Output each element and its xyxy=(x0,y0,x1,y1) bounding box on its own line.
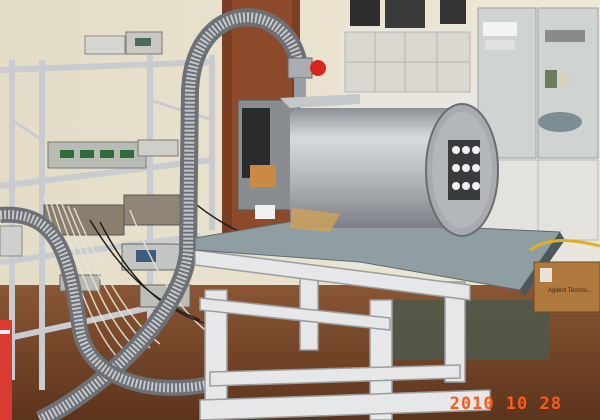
cardboard-box xyxy=(529,239,600,313)
valve xyxy=(287,57,326,100)
red-canister xyxy=(0,320,12,420)
cryostat xyxy=(237,94,499,237)
floor-mat xyxy=(390,300,550,360)
instruments xyxy=(0,31,191,308)
stand xyxy=(194,249,491,420)
date-stamp: 2010 10 28 xyxy=(449,394,562,414)
box-label-text: Agilent Techno... xyxy=(548,288,593,294)
metal-shelf xyxy=(0,55,215,390)
